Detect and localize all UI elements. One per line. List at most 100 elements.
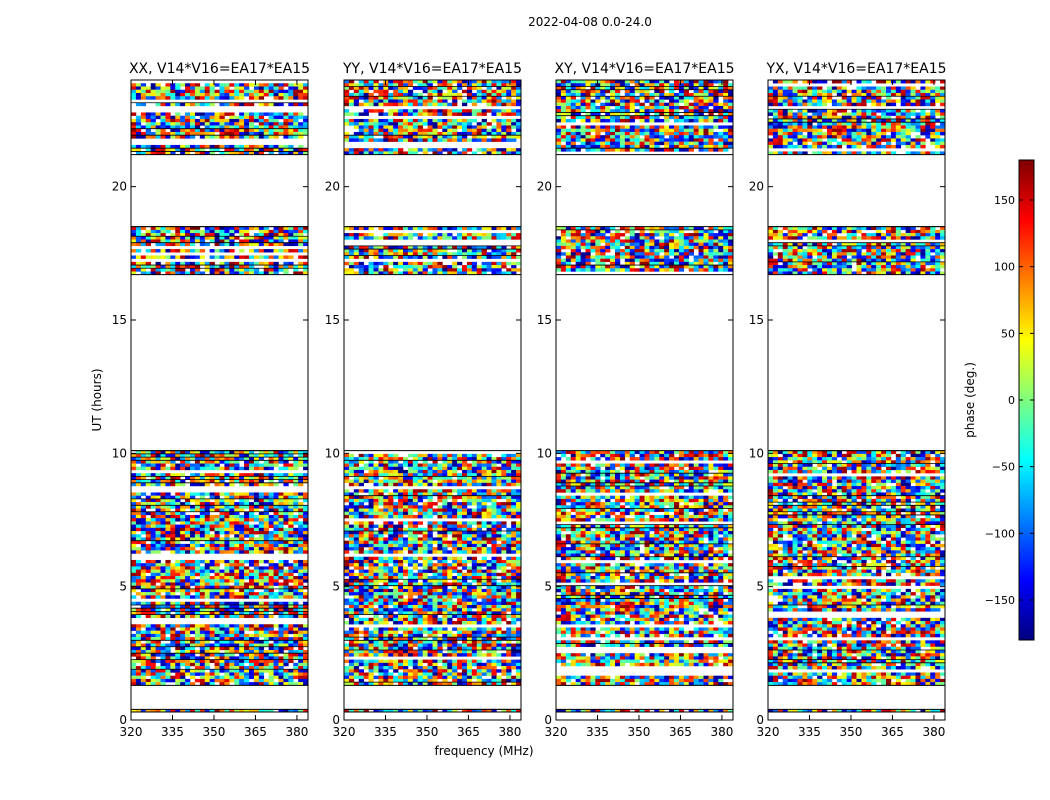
heatmap-cell xyxy=(422,550,428,554)
heatmap-cell xyxy=(427,482,433,487)
heatmap-cell xyxy=(288,96,294,100)
heatmap-cell xyxy=(165,527,171,532)
heatmap-cell xyxy=(353,709,360,713)
heatmap-cell xyxy=(224,271,230,275)
heatmap-cell xyxy=(165,268,171,272)
heatmap-cell xyxy=(388,537,394,541)
heatmap-cell xyxy=(278,460,284,464)
heatmap-cell xyxy=(131,495,137,500)
heatmap-cell xyxy=(491,556,497,561)
heatmap-cell xyxy=(234,633,240,638)
heatmap-cell xyxy=(368,598,374,602)
heatmap-cell xyxy=(209,125,215,129)
heatmap-cell xyxy=(194,144,201,149)
heatmap-cell xyxy=(486,521,492,525)
heatmap-cell xyxy=(378,547,384,551)
heatmap-cell xyxy=(427,595,433,599)
heatmap-cell xyxy=(140,531,147,535)
heatmap-cell xyxy=(353,621,360,625)
heatmap-cell xyxy=(491,527,497,532)
heatmap-cell xyxy=(348,630,355,635)
heatmap-cell xyxy=(190,656,196,660)
heatmap-cell xyxy=(229,566,235,570)
heatmap-cell xyxy=(471,592,478,596)
heatmap-cell xyxy=(466,595,473,599)
heatmap-cell xyxy=(224,709,230,713)
heatmap-cell xyxy=(249,511,255,516)
heatmap-cell xyxy=(344,608,350,612)
heatmap-cell xyxy=(155,659,161,664)
heatmap-cell xyxy=(190,482,196,487)
heatmap-cell xyxy=(175,672,181,676)
heatmap-cell xyxy=(378,601,384,606)
heatmap-cell xyxy=(303,151,309,155)
heatmap-cell xyxy=(363,498,369,503)
heatmap-cell xyxy=(496,592,502,596)
heatmap-cell xyxy=(368,582,374,586)
heatmap-cell xyxy=(244,604,250,609)
heatmap-cell xyxy=(170,476,176,480)
heatmap-cell xyxy=(165,637,171,641)
heatmap-cell xyxy=(293,588,299,593)
heatmap-cell xyxy=(283,643,289,647)
heatmap-cell xyxy=(373,572,379,577)
heatmap-cell xyxy=(273,450,279,455)
heatmap-cell xyxy=(199,122,206,126)
heatmap-cell xyxy=(373,617,379,622)
heatmap-cell xyxy=(501,476,507,480)
heatmap-cell xyxy=(131,547,137,551)
heatmap-cell xyxy=(298,521,304,525)
heatmap-cell xyxy=(344,463,350,467)
heatmap-cell xyxy=(190,649,196,654)
heatmap-cell xyxy=(501,479,507,484)
heatmap-cell xyxy=(263,611,269,615)
heatmap-cell xyxy=(432,611,438,615)
heatmap-cell xyxy=(160,531,166,535)
heatmap-cell xyxy=(383,540,389,545)
heatmap-cell xyxy=(288,102,294,107)
heatmap-cell xyxy=(249,601,255,606)
heatmap-cell xyxy=(219,229,225,234)
heatmap-cell xyxy=(204,518,210,522)
heatmap-cell xyxy=(131,527,137,532)
heatmap-cell xyxy=(501,563,507,567)
heatmap-cell xyxy=(160,659,166,664)
heatmap-cell xyxy=(175,608,181,612)
heatmap-cell xyxy=(190,624,196,628)
heatmap-cell xyxy=(224,611,230,615)
heatmap-cell xyxy=(204,508,210,512)
heatmap-cell xyxy=(165,611,171,615)
heatmap-cell xyxy=(194,627,201,631)
heatmap-cell xyxy=(486,534,492,538)
heatmap-cell xyxy=(258,643,265,647)
heatmap-cell xyxy=(437,534,443,538)
heatmap-cell xyxy=(219,640,225,644)
heatmap-cell xyxy=(358,572,364,577)
heatmap-cell xyxy=(170,601,176,606)
heatmap-cell xyxy=(383,550,389,554)
heatmap-cell xyxy=(273,682,279,686)
heatmap-cell xyxy=(491,547,497,551)
heatmap-cell xyxy=(253,601,260,606)
heatmap-cell xyxy=(199,669,206,673)
heatmap-cell xyxy=(293,656,299,660)
heatmap-cell xyxy=(190,576,196,580)
heatmap-cell xyxy=(219,518,225,522)
heatmap-cell xyxy=(496,601,502,606)
heatmap-cell xyxy=(363,569,369,574)
heatmap-cell xyxy=(283,233,289,237)
heatmap-cell xyxy=(466,540,473,545)
heatmap-cell xyxy=(194,521,201,525)
heatmap-cell xyxy=(190,83,196,87)
heatmap-cell xyxy=(452,569,458,574)
heatmap-cell xyxy=(486,601,492,606)
heatmap-cell xyxy=(466,469,473,474)
heatmap-cell xyxy=(358,604,364,609)
heatmap-cell xyxy=(412,514,419,519)
heatmap-cell xyxy=(155,624,161,628)
heatmap-cell xyxy=(363,473,369,477)
heatmap-cell xyxy=(288,144,294,149)
heatmap-cell xyxy=(283,534,289,538)
heatmap-cell xyxy=(239,255,245,259)
heatmap-cell xyxy=(190,229,196,234)
